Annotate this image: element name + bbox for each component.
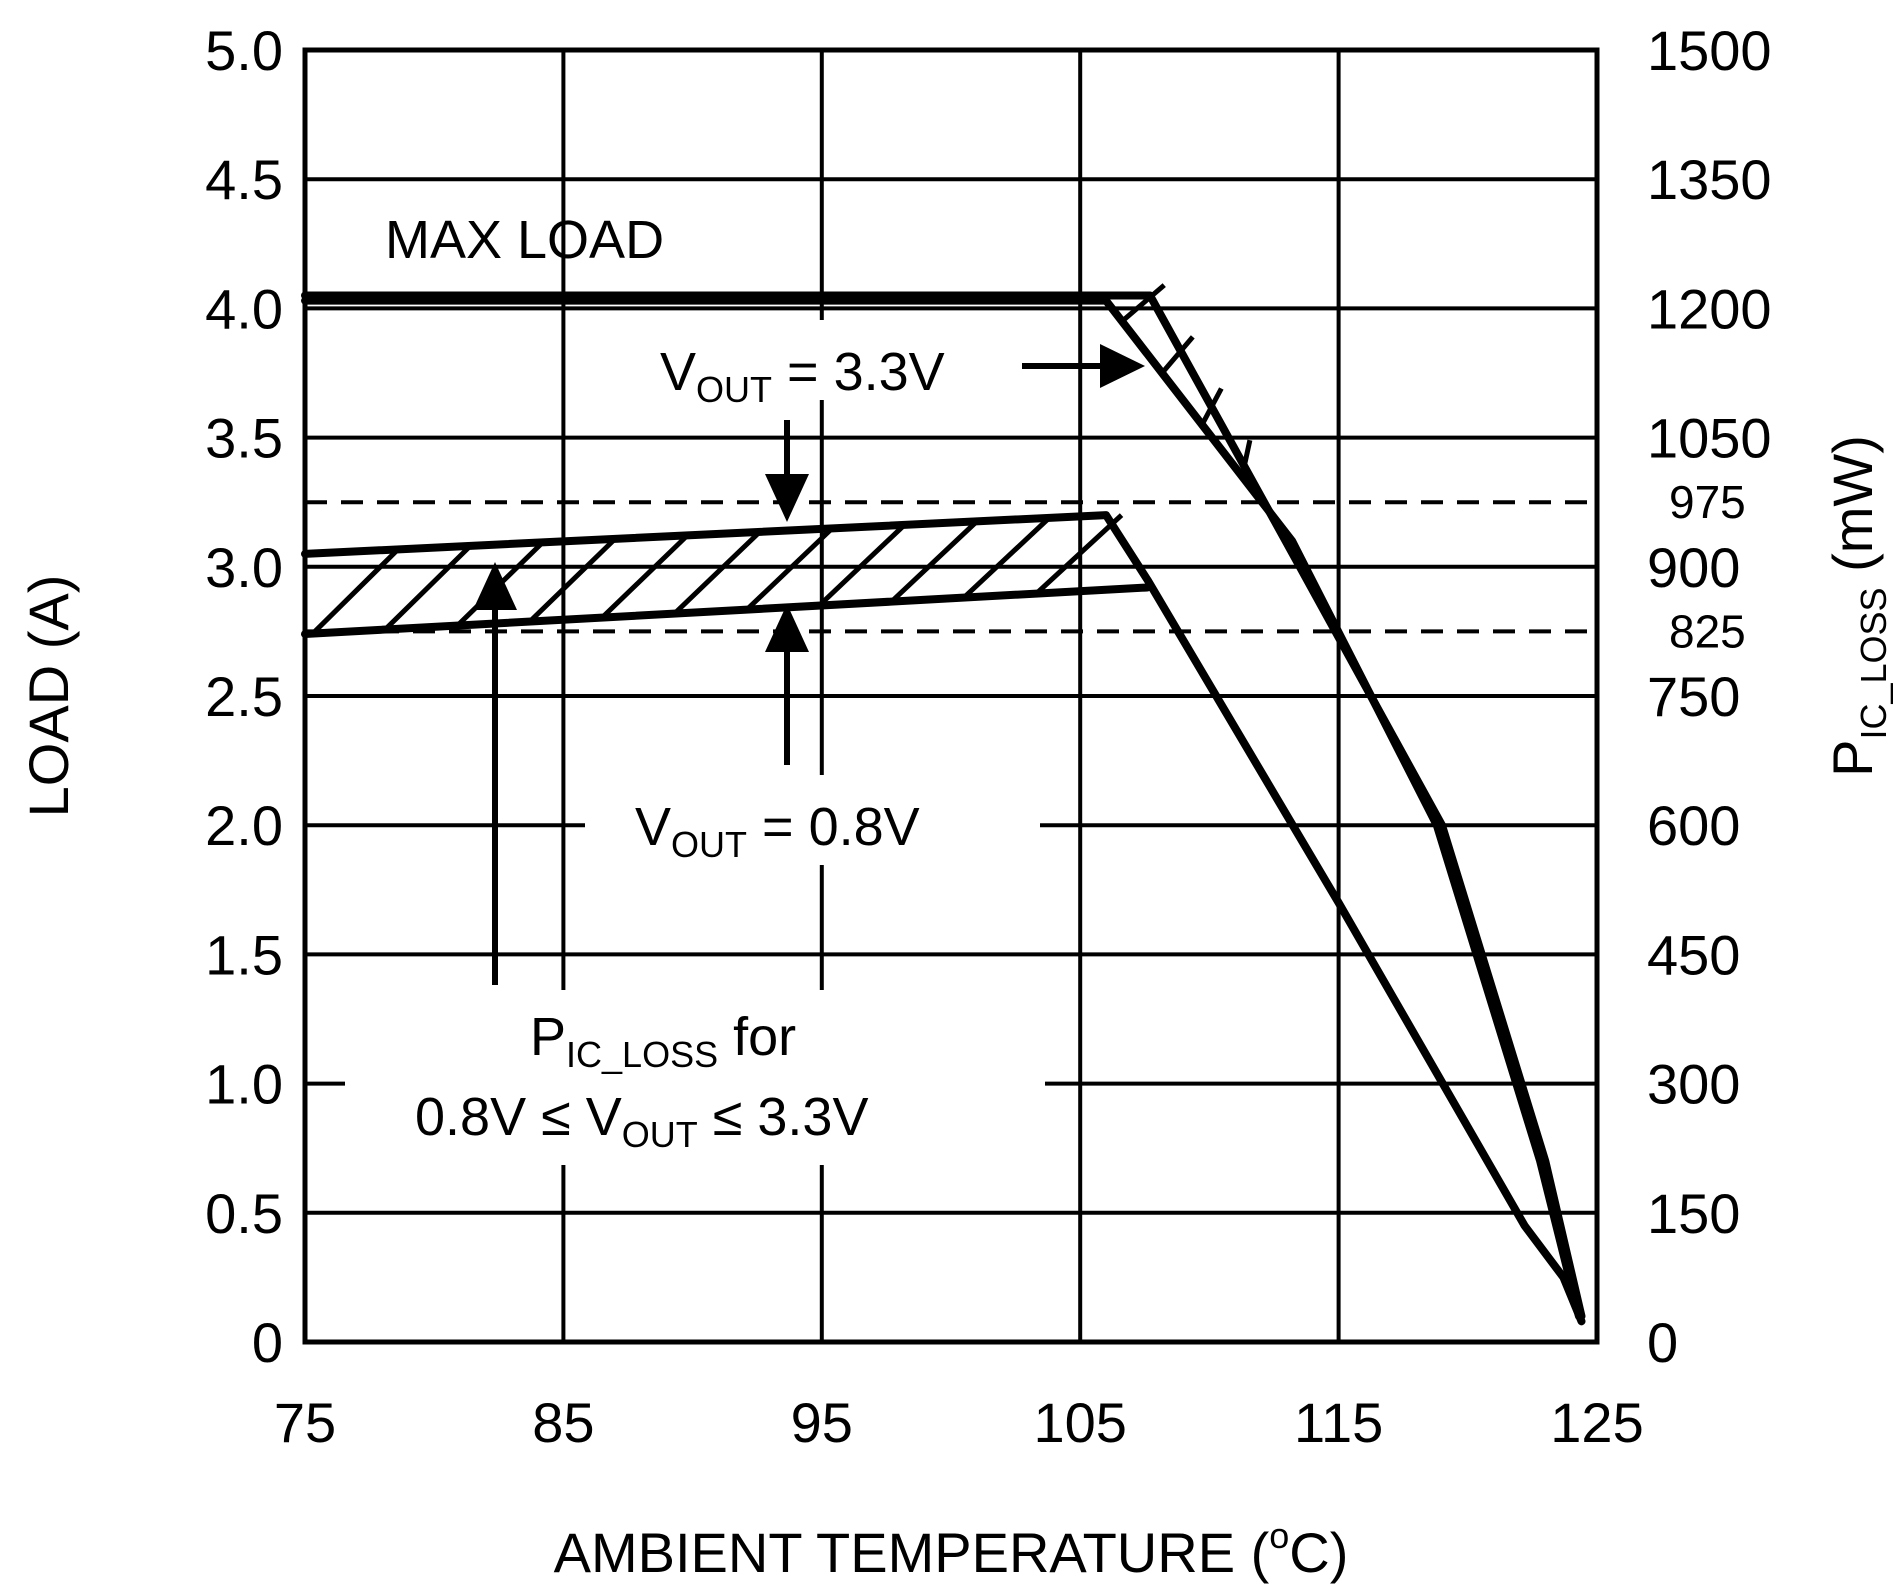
annotation-mask-ploss (345, 990, 1045, 1165)
y-tick-label: 0.5 (205, 1182, 283, 1245)
annotation-ploss-post: for (718, 1007, 796, 1067)
annotation-ploss-line1: PIC_LOSS for (530, 1007, 796, 1075)
y2-tick-label: 1200 (1647, 277, 1772, 340)
y-tick-label: 1.0 (205, 1053, 283, 1116)
hatch-stroke (310, 547, 400, 636)
annotation-ploss-line2: 0.8V ≤ VOUT ≤ 3.3V (415, 1087, 868, 1155)
y-tick-label: 4.5 (205, 148, 283, 211)
x-axis-label: AMBIENT TEMPERATURE (oC) (554, 1515, 1349, 1584)
hatch-stroke (528, 537, 617, 624)
arrow-vout-33 (1022, 344, 1145, 388)
y-tick-label: 0 (252, 1311, 283, 1374)
annotation-ploss-range-sub: OUT (622, 1114, 698, 1155)
y2-extra-tick-label: 825 (1669, 605, 1746, 657)
y2-tick-label: 300 (1647, 1053, 1740, 1116)
annotation-ploss-sub: IC_LOSS (566, 1034, 718, 1075)
series-line-2 (301, 511, 1586, 1326)
y-tick-label: 3.0 (205, 536, 283, 599)
hatch-stroke (383, 544, 473, 632)
x-axis-label-pre: AMBIENT TEMPERATURE ( (554, 1521, 1270, 1584)
hatch-stroke (889, 519, 979, 604)
annotation-vout-08-main: V (635, 797, 671, 857)
x-axis-label-sup: o (1269, 1515, 1289, 1556)
annotations: MAX LOAD VOUT = 3.3V VOUT = 0.8V PIC_LOS… (345, 210, 1145, 1165)
x-tick-label: 115 (1294, 1391, 1383, 1454)
arrow-ploss (473, 562, 517, 985)
y2-tick-label: 600 (1647, 794, 1740, 857)
x-tick-label: 125 (1550, 1391, 1643, 1454)
annotation-vout-08-sub: OUT (671, 824, 747, 865)
hatch-stroke (672, 530, 762, 616)
y2-tick-label: 1350 (1647, 148, 1772, 211)
y-tick-label: 3.5 (205, 407, 283, 470)
hatch-stroke (1120, 283, 1166, 324)
series-line-1 (301, 296, 1583, 1321)
annotation-ploss-range-post: ≤ 3.3V (698, 1087, 869, 1147)
annotation-mask-vout33 (640, 320, 1020, 400)
hatch-stroke (1160, 335, 1195, 375)
annotation-ploss-main: P (530, 1007, 566, 1067)
y2-extra-tick-label: 975 (1669, 476, 1746, 528)
x-tick-label: 105 (1033, 1391, 1126, 1454)
annotation-vout-33: VOUT = 3.3V (660, 342, 945, 410)
arrow-vout-08-down (765, 420, 809, 522)
tick-labels: 75 85 95 105 115 12500.51.01.52.02.53.03.54.0… (205, 19, 1771, 1454)
annotation-max-load: MAX LOAD (385, 210, 664, 270)
y2-axis-label-main: P (1821, 740, 1884, 777)
annotation-mask-vout08 (585, 775, 1040, 865)
arrow-vout-08-up (765, 604, 809, 765)
y2-tick-label: 900 (1647, 536, 1740, 599)
x-tick-label: 95 (791, 1391, 853, 1454)
series-line-3 (301, 583, 1152, 638)
annotation-vout-33-post: = 3.3V (772, 342, 945, 402)
y-tick-label: 4.0 (205, 277, 283, 340)
x-axis-label-post: C) (1289, 1521, 1348, 1584)
y2-axis-label-sub: IC_LOSS (1853, 587, 1894, 739)
y2-tick-label: 1050 (1647, 407, 1772, 470)
hatch-stroke (745, 526, 834, 612)
annotation-vout-08: VOUT = 0.8V (635, 797, 920, 865)
hatch-stroke (962, 516, 1051, 600)
hatch-stroke (600, 533, 690, 620)
y2-tick-label: 1500 (1647, 19, 1772, 82)
y-tick-label: 1.5 (205, 923, 283, 986)
y-tick-label: 5.0 (205, 19, 283, 82)
y2-axis-label: PIC_LOSS (mW) (1821, 435, 1894, 777)
annotation-vout-08-post: = 0.8V (747, 797, 920, 857)
hatch-stroke (1034, 513, 1124, 596)
x-tick-label: 85 (532, 1391, 594, 1454)
annotation-ploss-range-pre: 0.8V ≤ V (415, 1087, 622, 1147)
hatch-stroke (817, 523, 907, 608)
y-axis-label: LOAD (A) (17, 575, 80, 818)
y2-tick-label: 750 (1647, 665, 1740, 728)
annotation-vout-33-sub: OUT (696, 369, 772, 410)
annotation-vout-33-main: V (660, 342, 696, 402)
y2-axis-label-unit: (mW) (1821, 435, 1884, 587)
y2-tick-label: 450 (1647, 923, 1740, 986)
y-tick-label: 2.5 (205, 665, 283, 728)
plot-frame (302, 47, 1600, 1345)
x-tick-label: 75 (274, 1391, 336, 1454)
series-layer (301, 291, 1586, 1326)
y-tick-label: 2.0 (205, 794, 283, 857)
y2-tick-label: 150 (1647, 1182, 1740, 1245)
y2-tick-label: 0 (1647, 1311, 1678, 1374)
